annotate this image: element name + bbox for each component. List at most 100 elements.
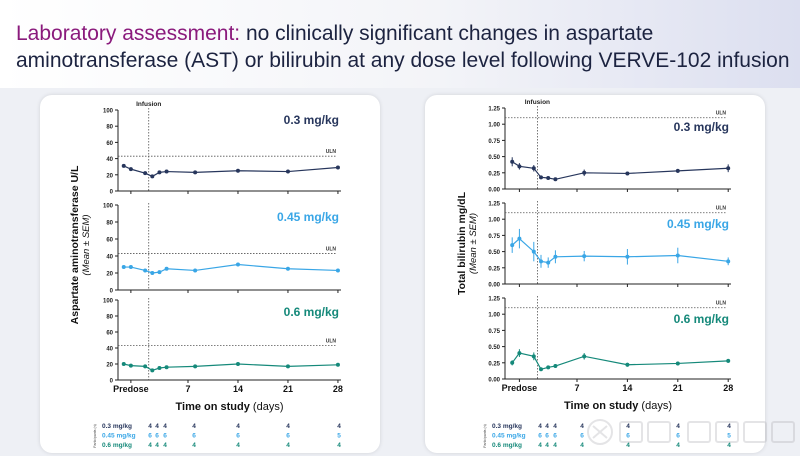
- y-axis-sublabel: (Mean ± SEM): [468, 213, 479, 274]
- participants-dose: 0.6 mg/kg: [492, 442, 522, 449]
- data-point: [164, 365, 169, 370]
- participants-count: 4: [580, 442, 584, 449]
- participants-count: 4: [626, 423, 630, 430]
- dose-label: 0.6 mg/kg: [284, 305, 339, 319]
- series-line: [511, 352, 729, 370]
- participants-count: 4: [545, 442, 549, 449]
- participants-count: 4: [163, 442, 167, 449]
- dose-label: 0.3 mg/kg: [284, 113, 339, 127]
- data-point: [625, 254, 630, 259]
- x-axis-label-main: Time on study: [564, 400, 639, 412]
- data-point: [546, 260, 551, 265]
- participants-dose: 0.45 mg/kg: [102, 433, 136, 440]
- x-tick-label: Predose: [113, 384, 149, 394]
- data-point: [143, 364, 148, 369]
- participants-count: 4: [580, 423, 584, 430]
- data-point: [128, 167, 133, 172]
- data-point: [157, 366, 162, 370]
- participants-count: 4: [553, 442, 557, 449]
- data-point: [121, 265, 126, 270]
- participants-count: 6: [626, 433, 630, 440]
- infusion-label: Infusion: [525, 99, 550, 106]
- data-point: [539, 175, 543, 180]
- uln-label: ULN: [326, 339, 337, 345]
- data-point: [517, 236, 522, 241]
- participants-label: Participants (n): [93, 424, 97, 448]
- participants-count: 4: [676, 423, 680, 430]
- y-tick-label: 0.00: [488, 283, 500, 289]
- y-tick-label: 0: [110, 289, 114, 295]
- data-point: [128, 265, 133, 270]
- data-point: [517, 351, 522, 356]
- x-tick-label: 28: [333, 384, 343, 394]
- dose-label: 0.45 mg/kg: [277, 210, 339, 224]
- bilirubin-card: [425, 95, 765, 453]
- participants-count: 6: [163, 433, 167, 440]
- participants-count: 4: [236, 423, 240, 430]
- y-tick-label: 1.25: [488, 107, 500, 113]
- uln-label: ULN: [326, 149, 337, 155]
- participants-count: 5: [337, 433, 341, 440]
- data-point: [726, 259, 731, 264]
- participants-count: 4: [192, 423, 196, 430]
- x-axis-label-unit: (days): [250, 401, 284, 413]
- data-point: [157, 270, 162, 275]
- y-tick-label: 40: [106, 347, 113, 353]
- participants-count: 6: [236, 433, 240, 440]
- data-point: [335, 165, 340, 170]
- participants-count: 4: [727, 423, 731, 430]
- data-point: [675, 361, 680, 366]
- watermark-mark: [743, 421, 767, 443]
- data-point: [143, 171, 148, 176]
- y-tick-label: 100: [103, 204, 114, 210]
- participants-count: 4: [337, 442, 341, 449]
- data-point: [582, 354, 587, 359]
- participants-count: 6: [155, 433, 159, 440]
- participants-count: 4: [626, 442, 630, 449]
- uln-label: ULN: [716, 301, 727, 307]
- y-tick-label: 40: [106, 157, 113, 163]
- participants-count: 4: [337, 423, 341, 430]
- y-tick-label: 60: [106, 238, 113, 244]
- x-tick-label: 14: [622, 383, 632, 393]
- y-tick-label: 0.75: [488, 234, 500, 240]
- participants-count: 6: [192, 433, 196, 440]
- slide-title: Laboratory assessment: no clinically sig…: [16, 20, 796, 74]
- y-tick-label: 0.25: [488, 361, 500, 367]
- watermark-mark: [715, 421, 739, 443]
- data-point: [143, 268, 148, 273]
- data-point: [510, 159, 515, 164]
- data-point: [235, 262, 240, 267]
- participants-dose: 0.45 mg/kg: [492, 433, 526, 440]
- participants-count: 6: [580, 433, 584, 440]
- participants-count: 4: [676, 442, 680, 449]
- y-tick-label: 80: [106, 315, 113, 321]
- dose-label: 0.3 mg/kg: [674, 120, 729, 134]
- data-point: [582, 254, 587, 259]
- watermark-mark: [687, 421, 711, 443]
- y-tick-label: 0.50: [488, 345, 500, 351]
- data-point: [285, 364, 290, 369]
- y-tick-label: 100: [103, 299, 114, 305]
- ast-card: [40, 95, 380, 453]
- x-tick-label: 28: [723, 383, 733, 393]
- data-point: [553, 254, 558, 259]
- participants-count: 4: [192, 442, 196, 449]
- data-point: [335, 362, 340, 367]
- y-axis-sublabel: (Mean ± SEM): [81, 214, 92, 275]
- y-tick-label: 60: [106, 331, 113, 337]
- watermark-logo: [587, 419, 795, 445]
- slide-header: Laboratory assessment: no clinically sig…: [0, 0, 800, 88]
- participants-dose: 0.3 mg/kg: [492, 423, 522, 430]
- data-point: [235, 362, 240, 366]
- series-line: [123, 363, 338, 372]
- data-point: [157, 170, 162, 175]
- y-tick-label: 0: [110, 379, 114, 385]
- participants-dose: 0.3 mg/kg: [102, 423, 132, 430]
- x-tick-label: 21: [673, 383, 683, 393]
- x-tick-label: 21: [283, 384, 293, 394]
- data-point: [553, 177, 558, 182]
- x-tick-label: Predose: [502, 383, 538, 393]
- participants-count: 4: [155, 423, 159, 430]
